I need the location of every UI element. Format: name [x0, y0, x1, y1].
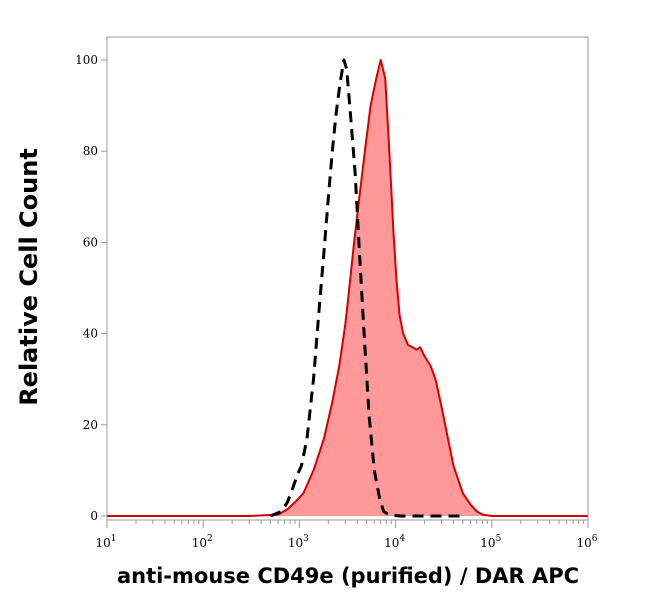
y-tick-label: 40 [83, 327, 98, 341]
x-tick-label: 102 [192, 534, 213, 550]
x-axis-ticks: 101 102 103 104 105 106 [95, 520, 598, 550]
x-tick-label: 106 [576, 534, 597, 550]
x-tick-label: 104 [384, 534, 405, 550]
x-tick-label: 105 [480, 534, 501, 550]
x-tick-label: 103 [288, 534, 309, 550]
y-tick-label: 100 [75, 53, 98, 67]
y-axis-title: Relative Cell Count [15, 148, 43, 406]
plot-frame [106, 36, 589, 521]
y-tick-label: 80 [83, 144, 98, 158]
y-tick-label: 20 [83, 418, 98, 432]
series-0-area [107, 60, 588, 516]
x-tick-label: 101 [95, 534, 116, 550]
series-0-line [107, 59, 588, 517]
series-1-line [269, 58, 463, 518]
y-tick-label: 0 [90, 509, 98, 523]
y-axis-ticks: 0 20 40 60 80 100 [75, 53, 107, 523]
x-axis-title: anti-mouse CD49e (purified) / DAR APC [117, 564, 579, 588]
y-tick-label: 60 [83, 235, 98, 249]
plot-area [107, 58, 588, 518]
